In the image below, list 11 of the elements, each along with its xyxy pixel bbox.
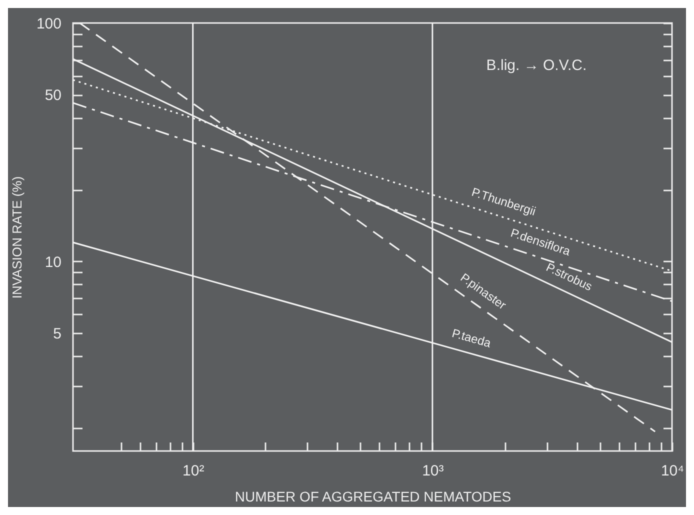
annotation: B.lig. → O.V.C.	[486, 57, 587, 74]
x-axis-title: NUMBER OF AGGREGATED NEMATODES	[234, 488, 512, 504]
y-tick-label: 50	[44, 87, 62, 104]
x-tick-label: 10³	[422, 462, 444, 480]
y-axis-title: INVASION RATE (%)	[9, 176, 24, 299]
x-tick-label: 10²	[182, 462, 204, 480]
text: P.taeda	[450, 326, 493, 350]
y-tick-label: 100	[36, 16, 62, 32]
x-tick-label: 10⁴	[660, 462, 684, 480]
y-tick-label: 5	[53, 326, 62, 343]
y-tick-label: 10	[44, 254, 62, 271]
